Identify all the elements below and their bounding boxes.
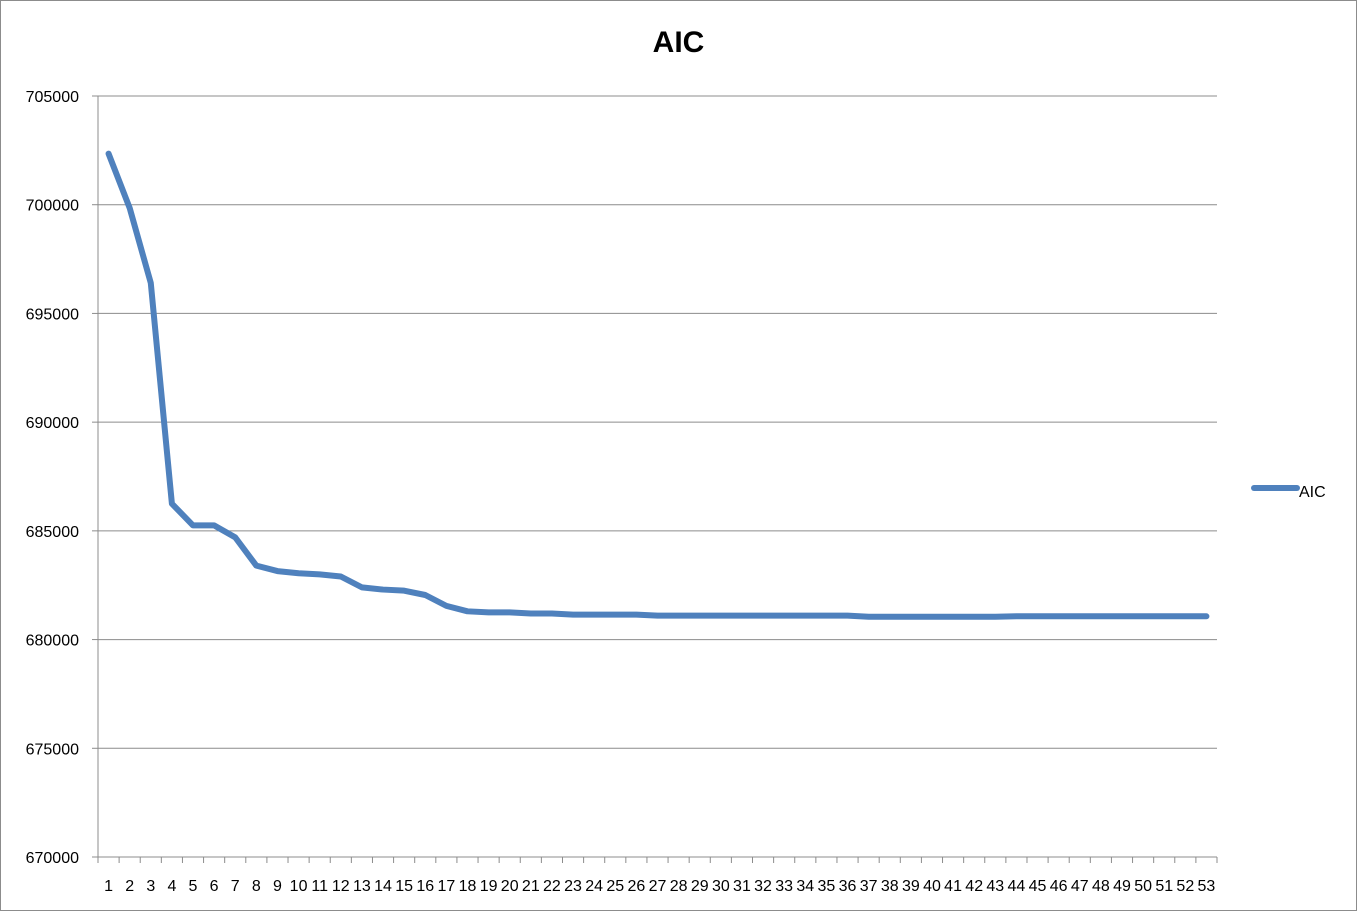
x-tick-label: 30: [712, 878, 730, 895]
x-tick-label: 42: [965, 878, 983, 895]
x-tick-label: 18: [459, 878, 477, 895]
chart-title: AIC: [652, 26, 705, 59]
x-tick-label: 12: [332, 878, 350, 895]
x-tick-label: 51: [1155, 878, 1173, 895]
y-tick-label: 675000: [26, 741, 79, 758]
x-tick-label: 5: [189, 878, 198, 895]
x-tick-label: 29: [691, 878, 709, 895]
x-tick-label: 6: [210, 878, 219, 895]
axes: [97, 96, 1217, 858]
y-tick-label: 695000: [26, 306, 79, 323]
x-tick-label: 32: [754, 878, 772, 895]
x-tick-label: 31: [733, 878, 751, 895]
y-tick-label: 700000: [26, 198, 79, 215]
x-tick-label: 9: [273, 878, 282, 895]
x-tick-label: 4: [167, 878, 176, 895]
x-tick-label: 41: [944, 878, 962, 895]
y-tick-label: 680000: [26, 633, 79, 650]
gridlines: [92, 95, 1217, 858]
x-tick-label: 36: [839, 878, 857, 895]
x-tick-label: 7: [231, 878, 240, 895]
x-tick-label: 1: [104, 878, 113, 895]
x-tick-label: 39: [902, 878, 920, 895]
y-tick-label: 685000: [26, 524, 79, 541]
x-tick-label: 28: [670, 878, 688, 895]
x-tick-label: 33: [775, 878, 793, 895]
x-tick-label: 10: [290, 878, 308, 895]
x-tick-label: 49: [1113, 878, 1131, 895]
x-tick-label: 35: [818, 878, 836, 895]
x-tick-label: 24: [585, 878, 603, 895]
x-tick-label: 13: [353, 878, 371, 895]
x-tick-label: 25: [606, 878, 624, 895]
x-tick-label: 50: [1134, 878, 1152, 895]
x-tick-label: 19: [480, 878, 498, 895]
x-tick-label: 17: [437, 878, 455, 895]
x-tick-label: 21: [522, 878, 540, 895]
x-tick-label: 20: [501, 878, 519, 895]
series-lines: [105, 150, 1210, 620]
x-tick-label: 8: [252, 878, 261, 895]
x-tick-label: 27: [649, 878, 667, 895]
legend-label-aic: AIC: [1299, 484, 1326, 501]
x-tick-label: 47: [1071, 878, 1089, 895]
x-tick-label: 26: [627, 878, 645, 895]
x-tick-label: 43: [986, 878, 1004, 895]
x-tick-label: 3: [146, 878, 155, 895]
x-tick-label: 40: [923, 878, 941, 895]
x-tick-label: 48: [1092, 878, 1110, 895]
x-tick-label: 14: [374, 878, 392, 895]
x-tick-label: 52: [1176, 878, 1194, 895]
x-tick-labels: 1 2 3 4 5 6 7 8 9 10 11 12 13 14 15 16 17 18 19 20 21 22 23 24 2…: [97, 857, 1218, 895]
y-tick-label: 670000: [26, 850, 79, 867]
y-tick-label: 705000: [26, 89, 79, 106]
series-line-aic: [105, 150, 1210, 620]
x-tick-label: 2: [125, 878, 134, 895]
y-tick-labels: 670000 675000 680000 685000 690000 695000 7000…: [26, 89, 79, 867]
y-tick-label: 690000: [26, 415, 79, 432]
x-tick-label: 23: [564, 878, 582, 895]
x-tick-label: 37: [860, 878, 878, 895]
legend: AIC: [1251, 484, 1326, 501]
x-tick-label: 44: [1008, 878, 1026, 895]
x-tick-label: 11: [311, 878, 328, 895]
x-tick-label: 34: [796, 878, 814, 895]
x-tick-label: 22: [543, 878, 561, 895]
x-tick-label: 53: [1198, 878, 1216, 895]
x-tick-label: 46: [1050, 878, 1068, 895]
x-tick-label: 16: [416, 878, 434, 895]
x-tick-label: 15: [395, 878, 413, 895]
x-tick-label: 38: [881, 878, 899, 895]
x-tick-label: 45: [1029, 878, 1047, 895]
